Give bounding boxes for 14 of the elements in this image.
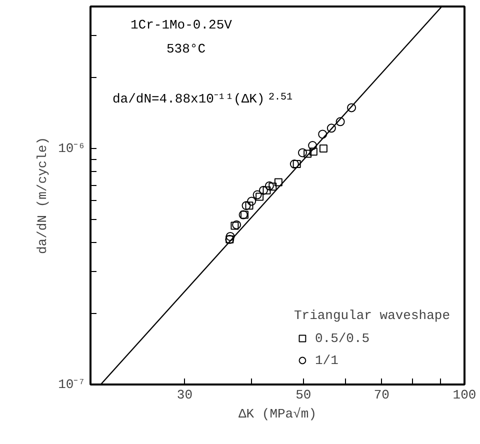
legend-label: 0.5/0.5 xyxy=(314,330,370,346)
annotation: da/dN=4.88x10⁻¹¹(ΔK)2.51 xyxy=(112,92,293,106)
legend-label: 1/1 xyxy=(314,352,338,368)
y-axis-title: da/dN (m/cycle) xyxy=(35,136,50,254)
annotation: 1Cr-1Mo-0.25V xyxy=(130,18,232,32)
legend-title: Triangular waveshape xyxy=(294,308,450,323)
y-tick-label: 10⁻⁷ xyxy=(58,377,86,392)
x-tick-label: 30 xyxy=(176,388,193,402)
y-tick-label: 10⁻⁶ xyxy=(58,141,86,156)
annotation: 538°C xyxy=(166,42,206,56)
x-axis-title: ΔK (MPa√m) xyxy=(238,406,317,422)
x-tick-label: 100 xyxy=(452,388,476,402)
x-tick-label: 70 xyxy=(374,388,390,402)
x-tick-label: 50 xyxy=(296,388,312,402)
